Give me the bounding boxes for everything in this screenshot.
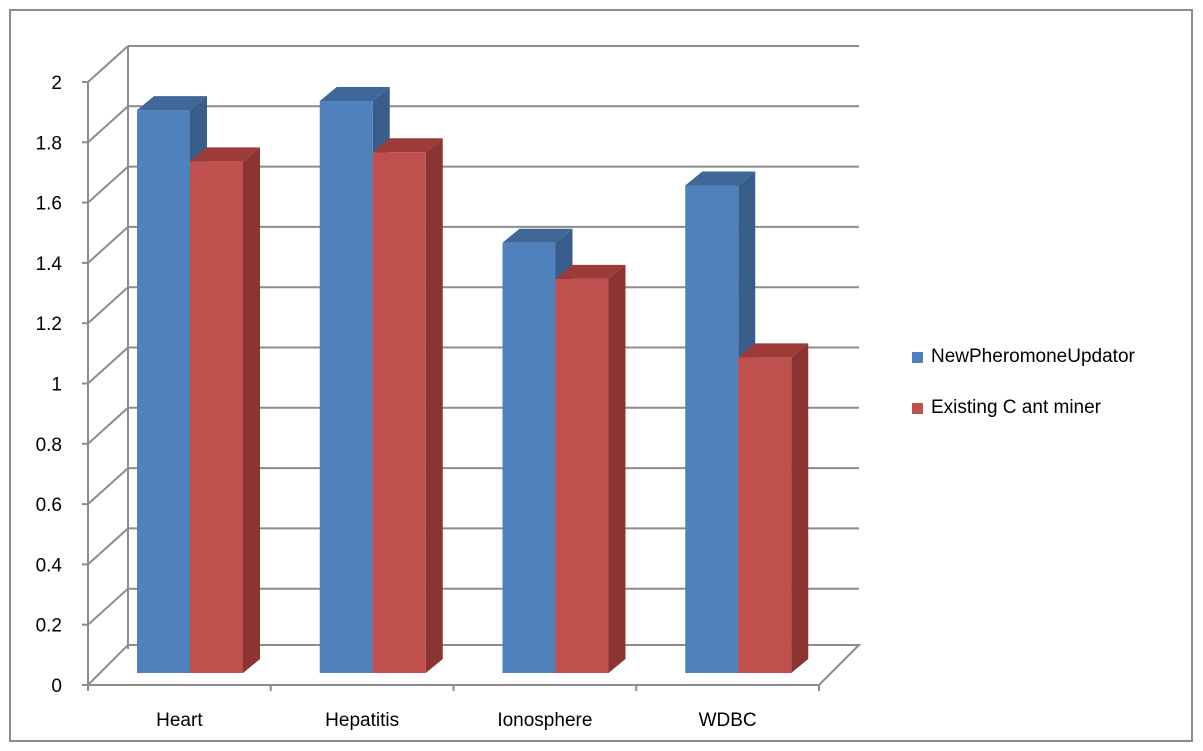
bar-top (738, 343, 809, 358)
bar (502, 242, 556, 673)
legend-swatch-series-2 (912, 402, 923, 414)
legend: NewPheromoneUpdator Existing C ant miner (912, 344, 1135, 446)
y-tick-label: 0.2 (36, 616, 62, 637)
y-tick-labels: 0 0.2 0.4 0.6 0.8 1 1.2 1.4 1.6 1.8 2 (36, 73, 63, 697)
x-category-labels: Heart Hepatitis Ionosphere WDBC (156, 710, 757, 731)
y-tick-label: 0 (51, 676, 62, 697)
gridline-side (87, 165, 129, 204)
gridline-side (87, 45, 129, 83)
x-category-label: Hepatitis (325, 710, 399, 731)
bar-top (555, 264, 626, 279)
x-category-label: WDBC (699, 710, 757, 731)
bar (372, 152, 426, 674)
bar-top (190, 147, 260, 162)
bar (555, 278, 609, 673)
axis-layer (82, 81, 820, 691)
y-tick-label: 0.8 (36, 435, 62, 456)
gridline-side (87, 467, 129, 505)
legend-item-series-1: NewPheromoneUpdator (912, 344, 1135, 370)
gridline-side (87, 527, 129, 566)
bar-top (137, 96, 207, 111)
bar-top (502, 228, 573, 243)
x-category-label: Heart (156, 710, 203, 731)
legend-label-series-1: NewPheromoneUpdator (931, 346, 1135, 367)
legend-swatch-series-1 (912, 351, 923, 363)
bar (319, 101, 373, 674)
y-tick-label: 1.4 (36, 254, 63, 275)
bar-top (685, 171, 756, 186)
y-tick-label: 2 (51, 73, 62, 94)
bar-side (791, 343, 809, 673)
y-tick-label: 1.2 (36, 314, 62, 335)
gridline-side (87, 105, 129, 144)
y-tick-label: 1 (51, 375, 62, 396)
bars-layer (137, 87, 809, 674)
y-tick-label: 0.4 (36, 555, 63, 576)
bar-side (425, 138, 443, 674)
bar (190, 161, 243, 673)
gridline-side (87, 587, 129, 626)
bar-top (372, 138, 443, 153)
y-tick-label: 1.8 (36, 133, 62, 154)
bar-top (319, 87, 390, 102)
legend-label-series-2: Existing C ant miner (931, 397, 1102, 418)
bar (685, 185, 739, 673)
gridline-side (87, 286, 129, 324)
gridline-side (87, 407, 129, 445)
legend-item-series-2: Existing C ant miner (912, 395, 1135, 421)
bar (137, 110, 190, 674)
gridline-side (87, 346, 129, 385)
bar-side (243, 147, 260, 674)
y-tick-label: 1.6 (36, 194, 62, 215)
gridline-side (87, 226, 129, 264)
bar (738, 357, 792, 673)
x-category-label: Ionosphere (497, 710, 592, 731)
bar-side (608, 264, 626, 673)
y-tick-label: 0.6 (36, 495, 62, 516)
